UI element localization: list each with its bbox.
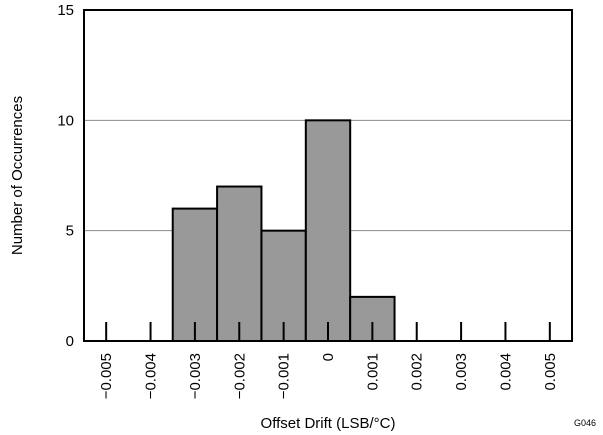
histogram-bar [171,207,219,342]
axis-ticks [105,322,551,341]
x-tick-label: −0.003 [187,353,204,399]
x-tick-label: 0.005 [542,353,559,391]
y-tick-labels: 0 5 10 15 [57,2,74,350]
y-tick-label: 0 [66,333,74,350]
x-tick-label: 0.002 [409,353,426,391]
x-tick-label: −0.004 [143,353,160,399]
x-tick-label: −0.001 [276,353,293,399]
y-tick-label: 15 [57,2,74,19]
y-axis-title: Number of Occurrences [9,96,26,255]
y-tick-label: 10 [57,112,74,129]
x-tick-label: −0.002 [231,353,248,399]
figure-code: G046 [574,418,596,428]
histogram-bar [304,119,352,343]
x-tick-label: 0.001 [364,353,381,391]
x-tick-label: 0.003 [453,353,470,391]
x-tick-labels: −0.005 −0.004 −0.003 −0.002 −0.001 0 0.001 0.00… [98,353,559,399]
y-tick-label: 5 [66,223,74,240]
plot-frame [83,9,573,342]
x-axis-title: Offset Drift (LSB/°C) [261,415,396,432]
x-tick-label: 0.004 [497,353,514,391]
histogram-bar [216,185,263,342]
x-tick-label: −0.005 [98,353,115,399]
x-tick-label: 0 [320,353,337,361]
